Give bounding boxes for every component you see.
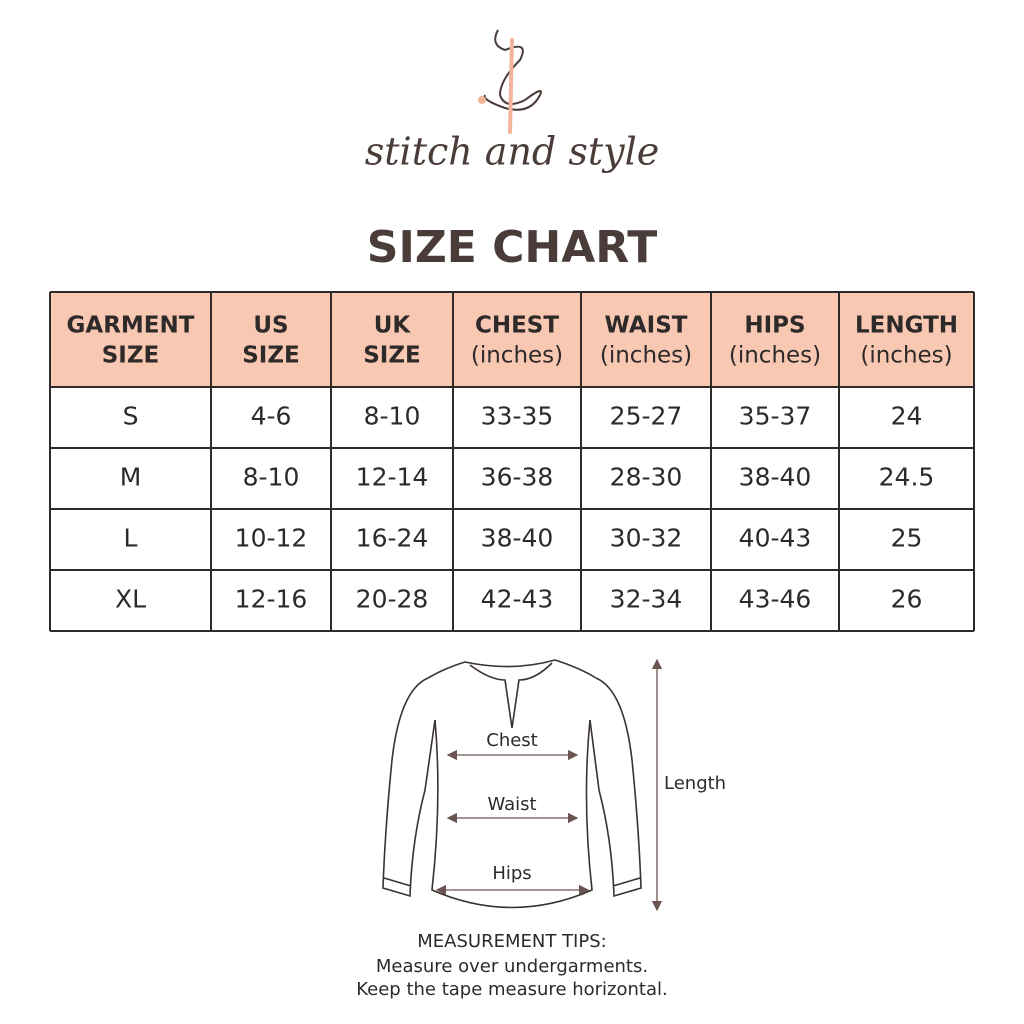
- table-cell: 25: [891, 524, 923, 553]
- tip: Keep the tape measure horizontal.: [356, 979, 668, 1000]
- table-cell: 28-30: [610, 463, 683, 492]
- table-cell: 30-32: [610, 524, 683, 553]
- table-cell: 12-14: [356, 463, 429, 492]
- length-label: Length: [664, 773, 726, 794]
- table-cell: 20-28: [356, 585, 429, 614]
- logo: [478, 29, 542, 134]
- table-cell: L: [124, 524, 138, 553]
- header-cell: SIZE: [363, 343, 421, 369]
- header-cell: HIPS: [744, 313, 805, 339]
- table-cell: 26: [891, 585, 923, 614]
- table-cell: 8-10: [243, 463, 300, 492]
- table-cell: 24.5: [879, 463, 935, 492]
- header-cell: UK: [374, 313, 412, 339]
- size-table: GARMENT SIZE US SIZE UK SIZE CHEST (inches) WAIS…: [49, 291, 975, 632]
- tip: Measure over undergarments.: [376, 956, 648, 977]
- table-cell: 42-43: [481, 585, 554, 614]
- header-cell: US: [253, 313, 288, 339]
- header-cell: (inches): [860, 343, 952, 369]
- header-cell: (inches): [600, 343, 692, 369]
- header-cell: GARMENT: [67, 313, 195, 339]
- table-cell: 8-10: [364, 402, 421, 431]
- table-cell: 10-12: [235, 524, 308, 553]
- table-cell: S: [123, 402, 139, 431]
- table-cell: 33-35: [481, 402, 554, 431]
- table-cell: 36-38: [481, 463, 554, 492]
- header-cell: (inches): [729, 343, 821, 369]
- tips-heading: MEASUREMENT TIPS:: [417, 931, 606, 952]
- table-cell: 12-16: [235, 585, 308, 614]
- chest-label: Chest: [486, 730, 538, 751]
- table-cell: 38-40: [739, 463, 812, 492]
- header-cell: WAIST: [605, 313, 688, 339]
- table-cell: 38-40: [481, 524, 554, 553]
- header-cell: (inches): [471, 343, 563, 369]
- header-cell: CHEST: [475, 313, 559, 339]
- header-cell: SIZE: [242, 343, 300, 369]
- table-cell: 40-43: [739, 524, 812, 553]
- header-row: [50, 292, 974, 387]
- title: SIZE CHART: [367, 222, 657, 273]
- table-cell: M: [120, 463, 142, 492]
- header-cell: SIZE: [102, 343, 160, 369]
- table-cell: 16-24: [356, 524, 429, 553]
- header-cell: LENGTH: [855, 313, 958, 339]
- waist-label: Waist: [487, 794, 536, 815]
- hips-label: Hips: [492, 863, 531, 884]
- table-cell: 4-6: [251, 402, 292, 431]
- table-cell: XL: [115, 585, 146, 614]
- table-cell: 24: [891, 402, 923, 431]
- table-cell: 35-37: [739, 402, 812, 431]
- table-cell: 43-46: [739, 585, 812, 614]
- table-cell: 32-34: [610, 585, 683, 614]
- brand: stitch and style: [365, 130, 659, 174]
- shirt-diagram: [382, 658, 663, 912]
- table-cell: 25-27: [610, 402, 683, 431]
